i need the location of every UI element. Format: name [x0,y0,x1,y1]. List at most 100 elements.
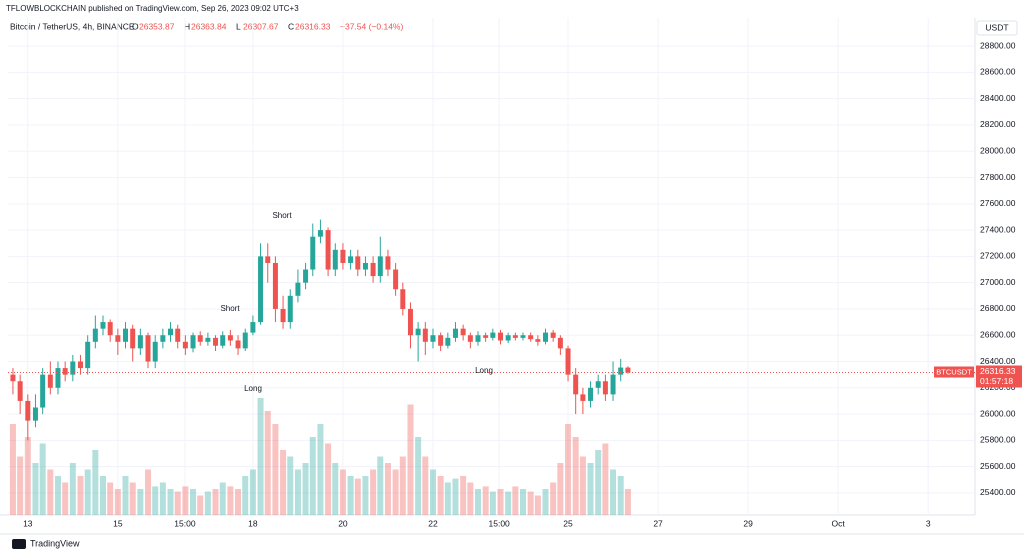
candle-body [393,269,399,290]
volume-bar [235,489,242,515]
candle-body [295,282,301,296]
y-tick-label: 28200.00 [980,119,1016,129]
volume-bar [129,482,136,515]
annotation: Long [475,366,493,375]
symbol: Bitcoin / TetherUS, 4h, BINANCE [10,21,135,31]
volume-bar [309,437,316,515]
candle-body [47,374,53,388]
candle-body [227,335,233,341]
x-tick-label: 3 [926,518,931,528]
candle-body [557,337,563,349]
candle-body [115,335,121,342]
volume-bar [114,489,121,515]
candle-body [580,394,586,401]
volume-bar [122,476,129,515]
volume-bar [280,450,287,515]
candle-body [415,328,421,336]
y-tick-label: 25400.00 [980,487,1016,497]
volume-bar [542,489,549,515]
candle-body [77,361,83,369]
volume-bar [520,489,527,515]
volume-bar [190,489,197,515]
candle-body [430,335,436,342]
volume-bar [347,476,354,515]
candle-body [265,256,271,263]
volume-bar [534,495,541,515]
x-tick-label: 20 [338,518,348,528]
y-tick-label: 27600.00 [980,198,1016,208]
volume-bar [624,489,631,515]
price-tag-label: 26316.33 [980,366,1016,376]
candle-body [10,374,16,382]
countdown: 01:57:18 [980,376,1013,386]
currency-box [976,20,1018,36]
candle-body [220,335,226,346]
candle-body [602,381,608,395]
volume-bar [444,482,451,515]
candle-body [310,236,316,270]
y-tick-label: 26400.00 [980,356,1016,366]
volume-bar [54,476,61,515]
volume-bar [92,450,99,515]
candle-body [40,374,46,408]
candle-body [242,332,248,349]
y-tick-label: 27400.00 [980,224,1016,234]
candle-body [370,262,376,277]
volume-bar [617,476,624,515]
volume-bar [497,489,504,515]
candle-body [512,335,518,338]
annotation: Short [220,304,240,313]
y-tick-label: 28800.00 [980,40,1016,50]
candle-body [618,367,624,375]
volume-bar [77,476,84,515]
candle-body [317,230,323,237]
volume-bar [437,476,444,515]
candle-body [303,269,309,283]
candle-body [535,339,541,342]
change: −37.54 (−0.14%) [340,21,403,31]
volume-bar [212,489,219,515]
candle-body [85,341,91,369]
volume-bar [302,463,309,515]
candle-body [62,368,68,375]
candle-body [160,335,166,342]
candle-body [610,374,616,395]
candle-body [152,341,158,362]
candle-body [520,335,526,338]
candle-body [505,335,511,341]
volume-bar [159,482,166,515]
annotation: Short [272,211,292,220]
candle-body [475,335,481,342]
volume-bar [505,491,512,515]
candle-body [528,335,534,340]
volume-bar [152,486,159,515]
volume-bar [325,443,332,515]
candle-body [348,256,354,263]
x-tick-label: 15:00 [174,518,196,528]
volume-bar [32,463,39,515]
candle-body [17,381,23,401]
y-tick-label: 27200.00 [980,251,1016,261]
volume-bar [242,476,249,515]
candle-body [190,335,196,349]
y-tick-label: 26800.00 [980,303,1016,313]
volume-bar [24,437,31,515]
volume-bar [99,476,106,515]
ohlc-key: H [184,21,190,31]
candle-body [92,328,98,342]
candle-body [197,335,203,342]
y-tick-label: 26000.00 [980,408,1016,418]
ohlc-key: L [236,21,241,31]
candle-body [213,337,219,346]
volume-bar [384,463,391,515]
y-tick-label: 28000.00 [980,146,1016,156]
volume-bar [399,456,406,515]
volume-bar [145,469,152,515]
ticker-tag [934,366,974,378]
x-tick-label: 15:00 [489,518,511,528]
x-tick-label: 22 [428,518,438,528]
volume-bar [489,491,496,515]
y-tick-label: 28400.00 [980,93,1016,103]
logo [12,539,26,549]
